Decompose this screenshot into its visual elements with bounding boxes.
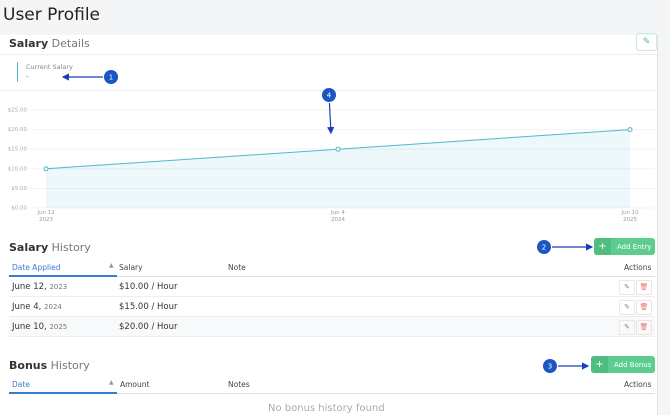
annotation: 3 (543, 359, 590, 373)
date-cell: June 4, 2024 (12, 302, 62, 312)
current-salary-label: Current Salary (26, 63, 73, 71)
y-tick-label: $25.00 (8, 108, 28, 114)
y-tick-label: $10.00 (8, 166, 28, 172)
page-title: User Profile (3, 5, 101, 25)
edit-icon[interactable]: ✎ (619, 280, 635, 295)
column-header: Actions (624, 380, 652, 389)
edit-icon[interactable]: ✎ (619, 320, 635, 335)
column-header[interactable]: Date (12, 380, 30, 389)
header-rule (9, 276, 655, 277)
column-header: Note (228, 263, 246, 272)
year: 2024 (44, 303, 62, 311)
sort-icon: ▲ (109, 379, 114, 386)
title-bold: Bonus (9, 359, 48, 372)
button-label: Add Entry (617, 242, 652, 251)
salary-cell: $10.00 / Hour (119, 282, 178, 292)
edit-button[interactable]: ✎ (636, 33, 657, 51)
y-tick-label: $20.00 (8, 127, 28, 133)
x-tick-label: Jun 10 2025 (621, 210, 639, 223)
annotation: 1 (61, 70, 118, 84)
delete-icon[interactable]: 🗑 (636, 300, 652, 315)
date: June 12, (12, 282, 47, 292)
area (46, 129, 630, 208)
add-entry-button[interactable]: + Add Entry (594, 238, 655, 255)
title-bold: Salary (9, 37, 49, 50)
current-salary-value: - (26, 72, 29, 81)
date-cell: June 10, 2025 (12, 322, 67, 332)
x-tick-label: Jun 12 2023 (37, 210, 55, 223)
column-header: Amount (120, 380, 150, 389)
date: June 10, (12, 322, 47, 332)
sort-underline (9, 392, 117, 394)
section-title: Salary History (9, 241, 91, 254)
annotation-badge (543, 359, 557, 373)
delete-icon[interactable]: 🗑 (636, 280, 652, 295)
date-cell: June 12, 2023 (12, 282, 67, 292)
title-bold: Salary (9, 241, 49, 254)
column-header: Notes (228, 380, 250, 389)
annotation-badge (104, 70, 118, 84)
title-rest: Details (51, 37, 90, 50)
date: June 4, (12, 302, 42, 312)
column-header[interactable]: Date Applied (12, 263, 61, 272)
x-tick-label: Jun 4 2024 (331, 210, 345, 223)
sort-icon: ▲ (109, 262, 114, 269)
add-bonus-button[interactable]: + Add Bonus (591, 356, 655, 373)
divider (0, 54, 657, 55)
accent-bar (17, 62, 18, 82)
section-title: Bonus History (9, 359, 90, 372)
title-rest: History (51, 241, 91, 254)
annotation-number: 2 (542, 244, 546, 252)
annotation-number: 1 (109, 74, 113, 82)
table-row (9, 317, 655, 337)
annotation: 4 (322, 88, 336, 135)
annotation-arrow (327, 102, 335, 135)
section-title: Salary Details (9, 37, 90, 50)
edit-icon[interactable]: ✎ (619, 300, 635, 315)
year: 2023 (49, 283, 68, 291)
point (335, 146, 341, 152)
column-header: Actions (624, 263, 652, 272)
annotation-badge (322, 88, 336, 102)
salary-cell: $20.00 / Hour (119, 322, 178, 332)
delete-icon[interactable]: 🗑 (636, 320, 652, 335)
annotation-number: 4 (327, 92, 332, 100)
sort-underline (9, 275, 117, 277)
button-label: Add Bonus (614, 360, 652, 369)
y-tick-label: $0.00 (11, 206, 27, 212)
table-row (9, 297, 655, 317)
point (627, 127, 633, 133)
column-header: Salary (119, 263, 143, 272)
year: 2025 (49, 323, 68, 331)
header-rule (9, 393, 655, 394)
y-tick-label: $15.00 (8, 147, 28, 153)
annotation-badge (537, 240, 551, 254)
annotation: 2 (537, 240, 594, 254)
annotation-number: 3 (548, 363, 552, 371)
title-rest: History (50, 359, 90, 372)
y-tick-label: $5.00 (11, 186, 27, 192)
table-row (9, 277, 655, 297)
salary-cell: $15.00 / Hour (119, 302, 178, 312)
point (43, 166, 49, 172)
